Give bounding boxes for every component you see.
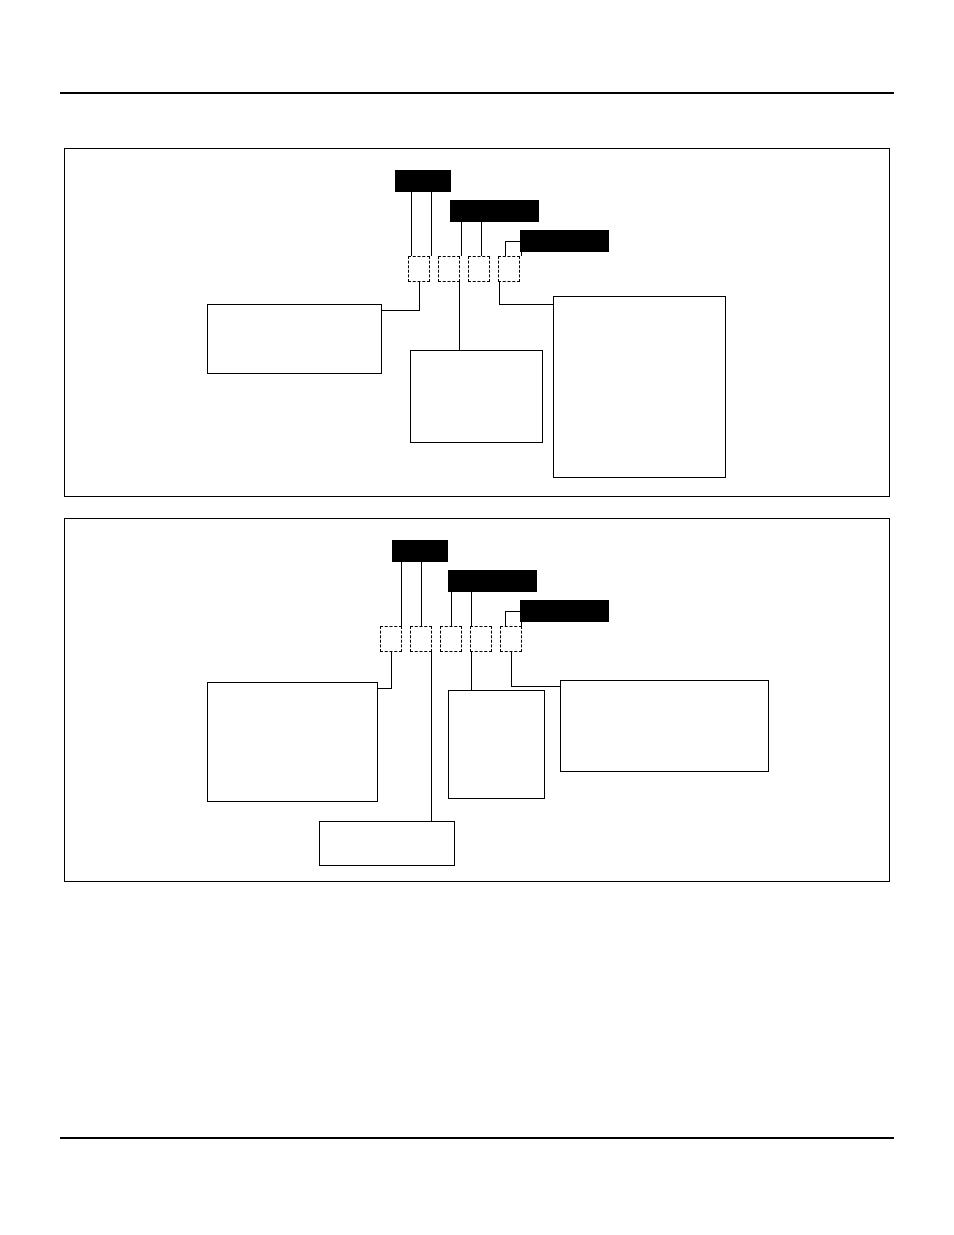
panel1-conn-right-v xyxy=(499,282,500,304)
panel2-port-3 xyxy=(440,626,462,652)
panel1-lead-2b xyxy=(481,222,482,256)
panel1-output-right xyxy=(553,296,726,478)
page-root xyxy=(0,0,954,1235)
panel2-blacklabel-3 xyxy=(520,600,609,622)
panel2-port-2 xyxy=(410,626,432,652)
panel1-port-2 xyxy=(438,256,460,282)
panel2-lead-3a xyxy=(521,611,522,626)
panel2-lead-1a xyxy=(401,562,402,626)
panel2-port-5 xyxy=(500,626,522,652)
bottom-rule xyxy=(60,1137,894,1139)
panel1-blacklabel-3 xyxy=(520,230,609,252)
panel2-conn-right-h xyxy=(511,686,560,687)
panel1-conn-right-h xyxy=(499,304,553,305)
panel2-lead-1b xyxy=(421,562,422,626)
panel1-lead-2a xyxy=(461,222,462,256)
panel2-lead-3b xyxy=(505,611,521,612)
panel1-lead-3b xyxy=(505,241,521,242)
panel2-conn-left-v xyxy=(391,652,392,688)
panel2-conn-left-h xyxy=(378,688,392,689)
panel2-lead-2b xyxy=(471,592,472,626)
panel2-blacklabel-2 xyxy=(448,570,537,592)
panel2-output-right xyxy=(560,680,769,772)
panel2-port-1 xyxy=(380,626,402,652)
panel1-lead-3a xyxy=(521,241,522,256)
panel1-output-mid xyxy=(410,350,543,443)
panel1-lead-1b xyxy=(431,192,432,256)
panel1-conn-left-h xyxy=(382,310,420,311)
panel2-port-4 xyxy=(470,626,492,652)
panel2-conn-mid-v xyxy=(471,652,472,690)
panel2-lead-3c xyxy=(505,611,506,626)
top-rule xyxy=(60,92,894,94)
panel1-blacklabel-2 xyxy=(450,200,539,222)
panel2-output-left xyxy=(207,682,378,802)
panel2-conn-right-v xyxy=(511,652,512,686)
panel2-lead-2a xyxy=(451,592,452,626)
panel2-blacklabel-1 xyxy=(392,540,448,562)
panel1-conn-mid-v xyxy=(459,282,460,350)
panel2-output-bottom xyxy=(319,821,455,866)
panel1-output-left xyxy=(207,304,382,374)
panel1-lead-1a xyxy=(411,192,412,256)
panel1-lead-3c xyxy=(505,241,506,256)
panel2-conn-bottom-v xyxy=(431,652,432,821)
panel1-conn-left-v xyxy=(419,282,420,310)
panel2-output-midright xyxy=(448,690,545,799)
panel1-blacklabel-1 xyxy=(395,170,451,192)
panel1-port-4 xyxy=(498,256,520,282)
panel1-port-1 xyxy=(408,256,430,282)
panel1-port-3 xyxy=(468,256,490,282)
